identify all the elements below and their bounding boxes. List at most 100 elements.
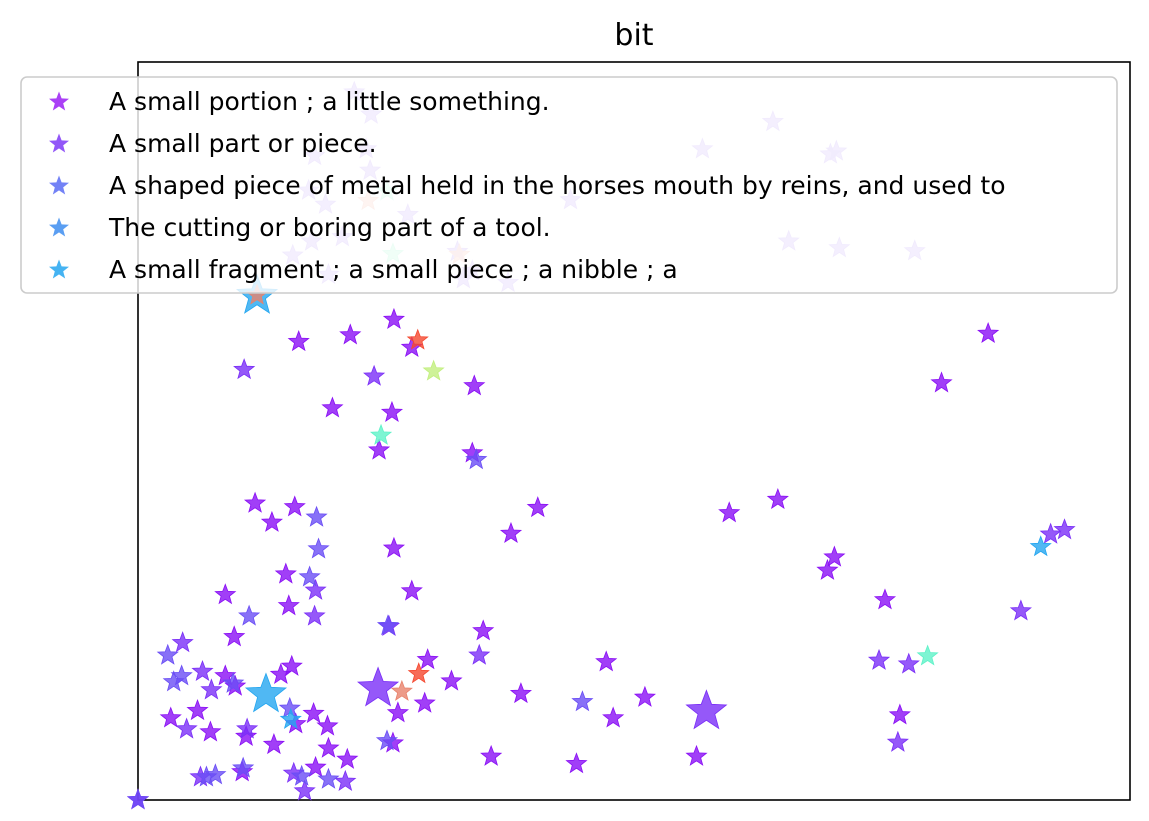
scatter-point-s0-44 [888, 703, 911, 725]
scatter-point-s1-17 [867, 648, 891, 670]
scatter-point-s9-0 [390, 679, 413, 701]
scatter-point-s0-15 [400, 579, 423, 601]
scatter-point-s4-1 [685, 689, 728, 730]
scatter-point-s0-0 [287, 330, 310, 352]
scatter-point-s4-0 [357, 666, 400, 707]
scatter-point-s0-53 [199, 720, 222, 742]
scatter-point-s2-0 [298, 565, 321, 587]
legend-marker-2 [49, 175, 69, 195]
scatter-point-s0-9 [283, 495, 306, 517]
legend-marker-3 [49, 217, 69, 237]
legend-marker-0 [49, 91, 69, 111]
legend-marker-1 [49, 133, 69, 153]
scatter-point-s0-26 [386, 701, 409, 723]
scatter-point-s0-50 [382, 307, 406, 329]
scatter-point-s0-4 [321, 396, 344, 418]
scatter-point-s1-5 [200, 678, 223, 700]
scatter-point-s0-55 [262, 733, 285, 755]
scatter-point-s0-7 [367, 438, 391, 460]
scatter-point-s0-41 [766, 487, 789, 510]
scatter-point-s1-0 [304, 578, 327, 600]
scatter-point-s0-36 [633, 685, 656, 707]
scatter-point-s2-3 [156, 643, 179, 665]
scatter-point-s8-0 [406, 328, 429, 350]
scatter-point-s0-12 [499, 521, 523, 544]
scatter-point-s0-23 [472, 619, 495, 641]
scatter-point-s0-46 [930, 371, 953, 393]
scatter-point-s0-8 [243, 491, 267, 513]
scatter-point-s2-6 [162, 670, 185, 692]
scatter-point-s0-39 [823, 545, 846, 567]
scatter-point-s0-11 [382, 536, 406, 558]
scatter-point-s1-14 [1039, 522, 1062, 544]
scatter-point-s1-10 [233, 358, 256, 380]
scatter-point-s0-5 [463, 374, 486, 396]
scatter-point-s1-19 [293, 779, 316, 801]
scatter-point-s6-0 [369, 423, 393, 445]
scatter-point-s0-17 [413, 691, 436, 713]
scatter-point-s0-42 [873, 588, 897, 610]
scatter-point-s0-14 [274, 562, 297, 584]
scatter-point-s0-37 [685, 744, 708, 766]
scatter-point-s0-38 [565, 752, 588, 774]
legend-label-3: The cutting or boring part of a tool. [108, 213, 551, 242]
scatter-point-s2-12 [290, 764, 313, 786]
scatter-point-s0-33 [336, 747, 359, 769]
scatter-point-s1-7 [236, 717, 259, 739]
scatter-point-s0-32 [317, 736, 340, 758]
scatter-point-s0-3 [380, 400, 404, 422]
scatter-point-s0-13 [526, 496, 549, 518]
scatter-point-s0-18 [509, 682, 532, 704]
legend-label-4: A small fragment ; a small piece ; a nib… [109, 255, 678, 284]
scatter-point-s0-30 [480, 744, 503, 766]
scatter-point-s1-20 [334, 769, 357, 791]
scatter-point-s1-1 [303, 604, 326, 626]
scatter-point-s0-35 [602, 706, 625, 728]
scatter-point-s0-51 [159, 706, 182, 728]
legend-label-2: A shaped piece of metal held in the hors… [109, 171, 1006, 200]
scatter-point-s0-22 [280, 654, 303, 676]
scatter-point-s1-11 [468, 643, 491, 665]
legend-label-1: A small part or piece. [109, 129, 377, 158]
scatter-point-s3-0 [1029, 535, 1052, 557]
scatter-point-s2-1 [376, 614, 400, 636]
legend-marker-4 [49, 259, 69, 279]
scatter-point-s0-24 [416, 648, 439, 670]
scatter-point-s2-14 [317, 767, 340, 789]
legend-entries: A small portion ; a little something. A s… [49, 87, 1006, 284]
scatter-point-s2-13 [305, 505, 328, 527]
scatter-point-s2-15 [375, 729, 399, 751]
chart-title: bit [614, 18, 653, 53]
scatter-point-s3-1 [279, 707, 302, 729]
scatter-point-s0-28 [235, 724, 258, 746]
scatter-point-s1-13 [1053, 518, 1076, 540]
scatter-point-s8-1 [407, 662, 430, 684]
scatter-point-s0-27 [316, 714, 339, 736]
scatter-point-s0-34 [304, 755, 327, 777]
scatter-point-s7-0 [422, 359, 445, 381]
scatter-point-s1-3 [171, 631, 194, 653]
scatter-point-s6-1 [916, 644, 939, 666]
scatter-point-s2-5 [238, 604, 261, 626]
legend: A small portion ; a little something. A s… [20, 76, 1118, 294]
scatter-point-s1-12 [886, 730, 909, 752]
scatter-point-s0-1 [339, 323, 362, 345]
scatter-point-s0-49 [277, 594, 300, 616]
scatter-point-s1-6 [175, 717, 198, 739]
scatter-point-s1-4 [191, 659, 214, 682]
scatter-point-s0-48 [269, 662, 292, 684]
scatter-point-s2-8 [232, 756, 255, 778]
scatter-point-s0-25 [440, 669, 463, 691]
scatter-point-s1-15 [1009, 599, 1032, 621]
legend-box [20, 76, 1118, 294]
scatter-point-s0-43 [816, 558, 839, 580]
scatter-point-s0-16 [595, 650, 618, 672]
legend-label-0: A small portion ; a little something. [109, 87, 550, 116]
scatter-point-s0-20 [223, 625, 246, 647]
scatter-point-s0-52 [186, 699, 209, 721]
scatter-point-s1-9 [363, 364, 386, 386]
scatter-point-s1-16 [897, 652, 920, 674]
scatter-point-s0-10 [260, 510, 283, 532]
scatter-point-s5-0 [244, 672, 288, 713]
